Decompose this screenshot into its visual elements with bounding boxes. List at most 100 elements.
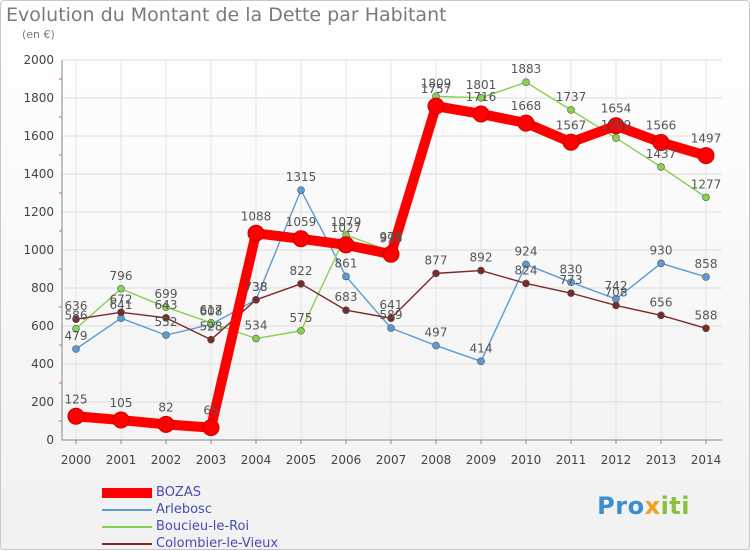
series-bozas-point bbox=[67, 407, 85, 425]
series-boucieu-le-roi-data-label: 1589 bbox=[601, 118, 632, 132]
series-colombier-le-vieux-point bbox=[162, 314, 170, 322]
series-bozas-point bbox=[337, 236, 355, 254]
series-arlebosc-point bbox=[657, 259, 665, 268]
series-bozas-data-label: 1027 bbox=[331, 221, 362, 235]
series-boucieu-le-roi-data-label: 993 bbox=[380, 231, 403, 245]
series-boucieu-le-roi-point bbox=[297, 326, 305, 335]
series-colombier-le-vieux-data-label: 643 bbox=[155, 298, 178, 312]
x-tick-label: 2006 bbox=[331, 453, 362, 467]
x-tick-label: 2011 bbox=[556, 453, 587, 467]
series-arlebosc-point bbox=[567, 278, 575, 287]
series-arlebosc-data-label: 414 bbox=[470, 341, 493, 355]
series-boucieu-le-roi-data-label: 1277 bbox=[691, 177, 722, 191]
series-boucieu-le-roi-data-label: 1809 bbox=[421, 76, 452, 90]
series-colombier-le-vieux-point bbox=[207, 335, 215, 344]
legend-label: Colombier-le-Vieux bbox=[156, 536, 279, 551]
series-bozas-data-label: 125 bbox=[65, 392, 88, 406]
brand-part-1: Pro bbox=[597, 492, 645, 520]
series-arlebosc-data-label: 641 bbox=[110, 298, 133, 312]
legend-swatch bbox=[102, 487, 152, 498]
series-colombier-le-vieux-data-label: 738 bbox=[245, 280, 268, 294]
series-colombier-le-vieux-data-label: 656 bbox=[650, 295, 673, 309]
series-boucieu-le-roi-point bbox=[567, 106, 575, 114]
series-bozas-data-label: 65 bbox=[203, 404, 218, 418]
series-colombier-le-vieux-point bbox=[297, 280, 305, 288]
series-bozas-data-label: 1567 bbox=[556, 118, 587, 132]
series-bozas-point bbox=[697, 147, 715, 165]
series-boucieu-le-roi-data-label: 617 bbox=[200, 303, 223, 317]
y-tick-label: 1600 bbox=[23, 129, 54, 143]
series-bozas-data-label: 978 bbox=[380, 230, 403, 244]
series-colombier-le-vieux-point bbox=[522, 279, 530, 288]
series-boucieu-le-roi-data-label: 586 bbox=[65, 309, 88, 323]
series-bozas-data-label: 1566 bbox=[646, 118, 677, 132]
x-tick-label: 2000 bbox=[61, 453, 92, 467]
series-colombier-le-vieux-point bbox=[567, 289, 575, 297]
series-boucieu-le-roi-data-label: 1079 bbox=[331, 215, 362, 229]
series-boucieu-le-roi-point bbox=[72, 324, 80, 333]
series-arlebosc-point bbox=[342, 272, 350, 281]
legend-bozas: BOZAS bbox=[102, 485, 201, 500]
y-tick-label: 1000 bbox=[23, 243, 54, 257]
proxiti-logo: Proxiti bbox=[597, 492, 690, 520]
series-arlebosc-data-label: 1315 bbox=[286, 170, 317, 184]
series-boucieu-le-roi-data-label: 575 bbox=[290, 311, 313, 325]
series-arlebosc-data-label: 497 bbox=[425, 326, 448, 340]
y-tick-label: 0 bbox=[46, 433, 54, 447]
series-boucieu-le-roi-point bbox=[522, 78, 530, 87]
series-bozas-point bbox=[112, 411, 130, 429]
series-bozas-point bbox=[472, 105, 490, 123]
series-colombier-le-vieux-data-label: 773 bbox=[560, 273, 583, 287]
x-tick-label: 2012 bbox=[601, 453, 632, 467]
series-arlebosc-data-label: 930 bbox=[650, 243, 673, 257]
series-bozas-data-label: 105 bbox=[110, 396, 133, 410]
series-colombier-le-vieux-data-label: 824 bbox=[515, 263, 538, 277]
series-boucieu-le-roi-point bbox=[252, 334, 260, 343]
series-boucieu-le-roi-data-label: 1883 bbox=[511, 62, 542, 76]
series-bozas-data-label: 1059 bbox=[286, 215, 317, 229]
series-arlebosc-data-label: 861 bbox=[335, 256, 358, 270]
y-tick-label: 1800 bbox=[23, 91, 54, 105]
series-boucieu-le-roi-data-label: 534 bbox=[245, 319, 268, 333]
series-arlebosc-point bbox=[297, 186, 305, 194]
series-bozas-data-label: 1716 bbox=[466, 90, 497, 104]
series-arlebosc-point bbox=[72, 345, 80, 353]
y-tick-label: 2000 bbox=[23, 53, 54, 67]
series-colombier-le-vieux-point bbox=[477, 266, 485, 275]
series-colombier-le-vieux-point bbox=[612, 301, 620, 310]
series-bozas-point bbox=[157, 415, 175, 433]
series-colombier-le-vieux-data-label: 683 bbox=[335, 290, 358, 304]
x-tick-label: 2004 bbox=[241, 453, 272, 467]
series-boucieu-le-roi-data-label: 1737 bbox=[556, 90, 587, 104]
y-tick-label: 1400 bbox=[23, 167, 54, 181]
series-boucieu-le-roi-data-label: 1801 bbox=[466, 78, 497, 92]
series-colombier-le-vieux-point bbox=[252, 295, 260, 304]
series-colombier-le-vieux-point bbox=[387, 314, 395, 323]
series-colombier-le-vieux-data-label: 641 bbox=[380, 298, 403, 312]
series-bozas-point bbox=[382, 245, 400, 263]
data-labels: 125 105 82 65 1088 1059 1027 978 1757 1716 1668 156… bbox=[65, 62, 722, 417]
legend-label: Boucieu-le-Roi bbox=[156, 519, 250, 534]
y-tick-label: 800 bbox=[31, 281, 54, 295]
series-arlebosc-point bbox=[702, 273, 710, 281]
series-colombier-le-vieux-data-label: 708 bbox=[605, 285, 628, 299]
series-bozas-point bbox=[652, 133, 670, 151]
x-tick-label: 2003 bbox=[196, 453, 227, 467]
series-boucieu-le-roi-point bbox=[657, 163, 665, 171]
series-bozas-point bbox=[562, 133, 580, 151]
y-tick-label: 200 bbox=[31, 395, 54, 409]
series-bozas-data-label: 1497 bbox=[691, 132, 722, 146]
legend-label: Arlebosc bbox=[156, 502, 212, 517]
series-arlebosc-data-label: 738 bbox=[245, 280, 268, 294]
series-bozas-data-label: 1088 bbox=[241, 209, 272, 223]
legend-swatch bbox=[102, 542, 152, 545]
series-colombier-le-vieux-point bbox=[657, 311, 665, 320]
series-bozas-point bbox=[427, 97, 445, 115]
series-arlebosc-point bbox=[522, 260, 530, 269]
legend-boucieu-le-roi: Boucieu-le-Roi bbox=[102, 519, 249, 534]
x-tick-label: 2005 bbox=[286, 453, 317, 467]
series-bozas-data-label: 1668 bbox=[511, 99, 542, 113]
x-tick-label: 2001 bbox=[106, 453, 137, 467]
x-tick-label: 2010 bbox=[511, 453, 542, 467]
